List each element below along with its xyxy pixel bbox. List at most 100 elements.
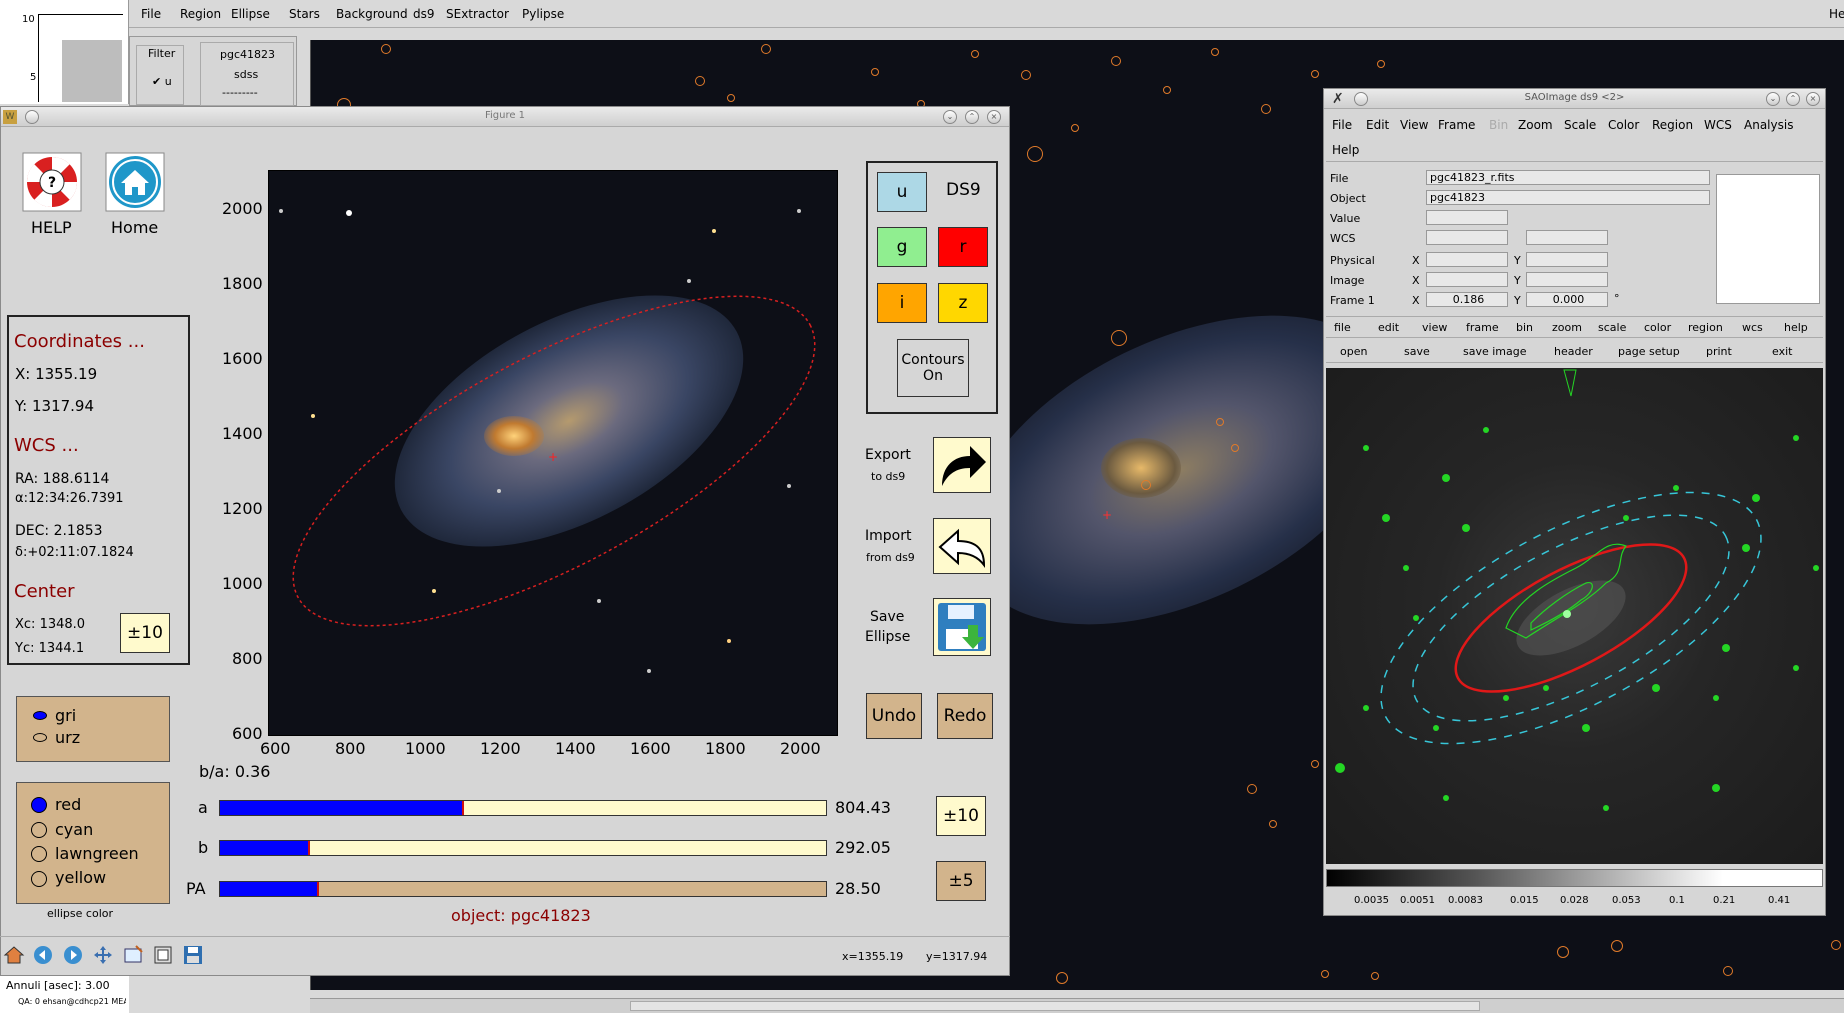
- horizontal-scrollbar[interactable]: [310, 998, 1844, 1013]
- window-shade-button[interactable]: [25, 110, 39, 124]
- filter-object-name: pgc41823: [220, 48, 276, 61]
- radio-lawngreen[interactable]: [31, 846, 47, 862]
- ds9-shade-button[interactable]: [1354, 92, 1368, 106]
- slider-pa[interactable]: [219, 881, 827, 897]
- toolbar-save-icon[interactable]: [182, 944, 204, 966]
- ds9-title: SAOImage ds9 <2>: [1524, 92, 1625, 103]
- ds9-btn-edit[interactable]: edit: [1378, 321, 1400, 334]
- menu-pylipse[interactable]: Pylipse: [522, 7, 565, 21]
- ds9-btn-wcs[interactable]: wcs: [1742, 321, 1763, 334]
- ds9-menu-bin[interactable]: Bin: [1489, 118, 1509, 132]
- band-g-button[interactable]: g: [877, 227, 927, 267]
- menu-help-partial[interactable]: He: [1829, 7, 1844, 21]
- galaxy-image-plot[interactable]: +: [268, 170, 838, 736]
- menu-file[interactable]: File: [141, 7, 162, 21]
- filter-label: Filter: [148, 47, 176, 60]
- ds9-menu-zoom[interactable]: Zoom: [1518, 118, 1553, 132]
- ds9-menu-analysis[interactable]: Analysis: [1744, 118, 1794, 132]
- ds9-menu-color[interactable]: Color: [1608, 118, 1640, 132]
- radio-gri[interactable]: [33, 711, 47, 720]
- window-menu-icon[interactable]: W: [3, 110, 17, 124]
- ds9-btn-file[interactable]: file: [1334, 321, 1351, 334]
- ds9-btn-region[interactable]: region: [1688, 321, 1723, 334]
- colorbar-tick: 0.053: [1612, 895, 1641, 906]
- ds9-btn-zoom[interactable]: zoom: [1552, 321, 1582, 334]
- maximize-button[interactable]: ⌃: [965, 110, 979, 124]
- ds9-image-x-field: [1426, 272, 1508, 287]
- ds9-menu-frame[interactable]: Frame: [1438, 118, 1476, 132]
- ds9-titlebar[interactable]: ✗ SAOImage ds9 <2> ⌄ ⌃ ×: [1324, 89, 1825, 109]
- toolbar-home-icon[interactable]: [3, 944, 25, 966]
- ds9-btn-view[interactable]: view: [1422, 321, 1448, 334]
- home-button[interactable]: [105, 152, 165, 212]
- radio-yellow[interactable]: [31, 871, 47, 887]
- save-ellipse-button[interactable]: [933, 598, 991, 656]
- ds9-menu-region[interactable]: Region: [1652, 118, 1694, 132]
- ds9-menu-scale[interactable]: Scale: [1564, 118, 1597, 132]
- radio-cyan[interactable]: [31, 822, 47, 838]
- menu-stars[interactable]: Stars: [289, 7, 320, 21]
- band-i-button[interactable]: i: [877, 283, 927, 323]
- filter-radio-u[interactable]: ✔ u: [152, 75, 172, 88]
- menu-background[interactable]: Background: [336, 7, 408, 21]
- ds9-btn-save[interactable]: save: [1404, 345, 1430, 358]
- ds9-btn-header[interactable]: header: [1554, 345, 1593, 358]
- ds9-menu-view[interactable]: View: [1400, 118, 1429, 132]
- toolbar-configure-icon[interactable]: [152, 944, 174, 966]
- ds9-physical-x-field: [1426, 252, 1508, 267]
- band-r-button[interactable]: r: [938, 227, 988, 267]
- menu-ellipse[interactable]: Ellipse: [231, 7, 270, 21]
- ds9-btn-save-image[interactable]: save image: [1463, 345, 1527, 358]
- ds9-menu-help[interactable]: Help: [1332, 143, 1360, 157]
- ds9-close-button[interactable]: ×: [1806, 92, 1820, 106]
- figure1-titlebar[interactable]: W Figure 1 ⌄ ⌃ ×: [1, 107, 1009, 127]
- toolbar-pan-icon[interactable]: [92, 944, 114, 966]
- ds9-maximize-button[interactable]: ⌃: [1786, 92, 1800, 106]
- menu-region[interactable]: Region: [180, 7, 222, 21]
- band-u-button[interactable]: u: [877, 172, 927, 212]
- ds9-btn-page-setup[interactable]: page setup: [1618, 345, 1680, 358]
- minimize-button[interactable]: ⌄: [943, 110, 957, 124]
- toolbar-back-icon[interactable]: [32, 944, 54, 966]
- menu-ds9[interactable]: ds9: [413, 7, 435, 21]
- band-z-button[interactable]: z: [938, 283, 988, 323]
- import-from-ds9-button[interactable]: [933, 518, 991, 574]
- pa-step-button[interactable]: ±5: [936, 861, 986, 901]
- radio-red[interactable]: [31, 797, 47, 813]
- ab-step-button[interactable]: ±10: [936, 796, 986, 836]
- ds9-menu-edit[interactable]: Edit: [1366, 118, 1390, 132]
- center-step-button[interactable]: ±10: [120, 613, 170, 653]
- slider-a[interactable]: [219, 800, 827, 816]
- ds9-btn-print[interactable]: print: [1706, 345, 1732, 358]
- help-button[interactable]: ?: [22, 152, 82, 212]
- ds9-btn-color[interactable]: color: [1644, 321, 1672, 334]
- band-panel: u DS9 g r i z Contours On: [866, 161, 998, 414]
- contours-toggle-button[interactable]: Contours On: [897, 339, 969, 397]
- center-heading: Center: [14, 581, 75, 602]
- ds9-menu-wcs[interactable]: WCS: [1704, 118, 1732, 132]
- ds9-btn-frame[interactable]: frame: [1466, 321, 1499, 334]
- ds9-menu-file[interactable]: File: [1332, 118, 1353, 132]
- toolbar-forward-icon[interactable]: [62, 944, 84, 966]
- filter-panel: Filter ✔ u pgc41823 sdss ---------: [129, 36, 297, 106]
- y-tick: 1200: [222, 499, 263, 518]
- slider-b[interactable]: [219, 840, 827, 856]
- ds9-btn-help[interactable]: help: [1784, 321, 1808, 334]
- undo-button[interactable]: Undo: [866, 693, 922, 739]
- redo-button[interactable]: Redo: [937, 693, 993, 739]
- ds9-image-canvas[interactable]: [1326, 368, 1823, 864]
- ds9-app-icon[interactable]: ✗: [1332, 91, 1344, 107]
- filter-survey: sdss: [234, 68, 259, 81]
- menu-sextractor[interactable]: SExtractor: [446, 7, 509, 21]
- ds9-btn-open[interactable]: open: [1340, 345, 1368, 358]
- status-x: x=1355.19: [842, 950, 904, 963]
- export-to-ds9-button[interactable]: [933, 437, 991, 493]
- export-label: Export: [865, 447, 911, 463]
- ds9-minimize-button[interactable]: ⌄: [1766, 92, 1780, 106]
- ds9-btn-bin[interactable]: bin: [1516, 321, 1534, 334]
- radio-urz[interactable]: [33, 733, 47, 742]
- toolbar-zoom-icon[interactable]: [122, 944, 144, 966]
- ds9-btn-scale[interactable]: scale: [1598, 321, 1627, 334]
- close-button[interactable]: ×: [987, 110, 1001, 124]
- ds9-btn-exit[interactable]: exit: [1772, 345, 1793, 358]
